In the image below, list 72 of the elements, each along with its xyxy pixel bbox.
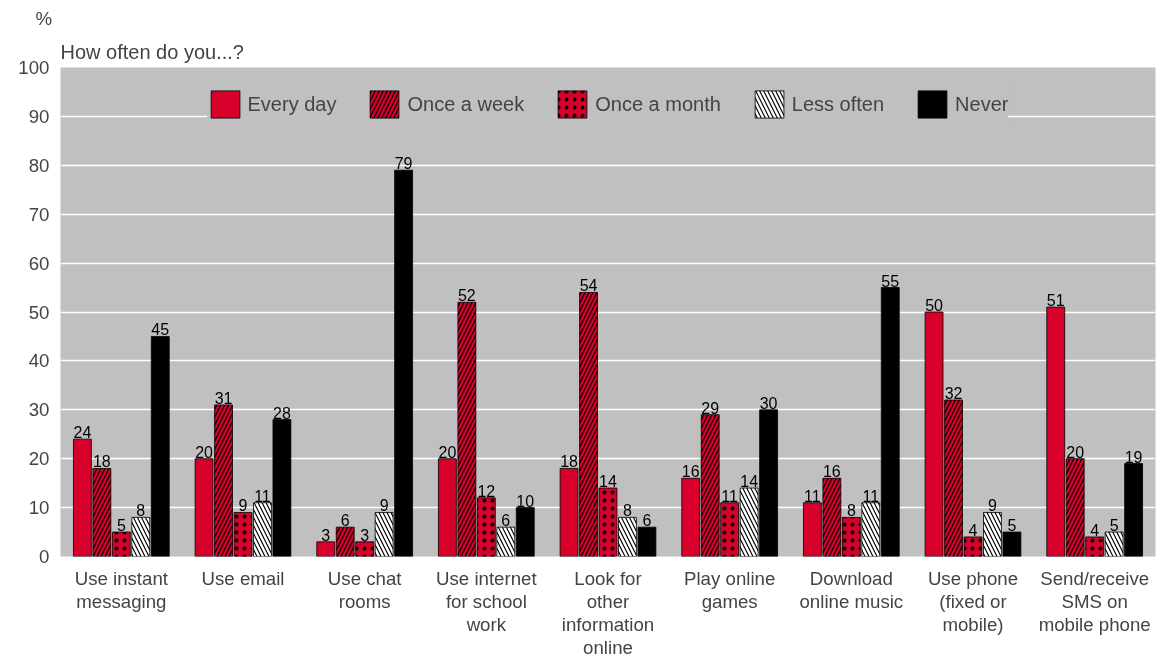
y-tick-label: 100 <box>18 57 50 78</box>
y-tick-label: 40 <box>28 350 50 372</box>
data-label: 5 <box>116 517 126 535</box>
data-label: 18 <box>92 453 111 471</box>
data-label: 31 <box>214 389 233 407</box>
data-label: 5 <box>1007 517 1017 535</box>
data-label: 24 <box>73 424 92 442</box>
y-tick-label: 60 <box>28 252 50 274</box>
data-label: 11 <box>804 487 821 505</box>
y-tick-label: 0 <box>39 546 50 567</box>
data-label: 19 <box>1124 448 1143 466</box>
legend-label: Once a month <box>595 92 721 116</box>
legend-label: Never <box>955 92 1009 116</box>
data-label: 14 <box>740 473 759 491</box>
y-axis-title: % <box>35 7 53 29</box>
x-tick-label: Use internet for school work <box>436 567 538 635</box>
data-label: 6 <box>501 512 511 530</box>
data-label: 4 <box>968 521 978 539</box>
data-label: 20 <box>195 443 214 461</box>
y-tick-label: 70 <box>28 203 50 225</box>
y-tick-label: 20 <box>28 448 50 470</box>
data-label: 51 <box>1046 292 1065 310</box>
data-label: 45 <box>151 321 170 339</box>
y-tick-label: 30 <box>28 399 50 421</box>
data-label: 28 <box>273 404 291 422</box>
x-tick-label: Use email <box>201 567 285 589</box>
legend-label: Less often <box>791 92 885 116</box>
data-label: 9 <box>379 497 389 515</box>
data-label: 30 <box>759 394 778 412</box>
data-label: 11 <box>254 487 271 505</box>
data-label: 9 <box>238 497 248 515</box>
data-label: 29 <box>701 399 720 417</box>
y-tick-label: 80 <box>28 154 50 176</box>
data-label: 4 <box>1090 521 1100 539</box>
data-label: 3 <box>321 526 331 544</box>
data-label: 12 <box>477 482 496 500</box>
x-tick-label: Download online music <box>799 567 904 612</box>
data-label: 11 <box>862 487 880 505</box>
data-label: 52 <box>457 287 476 305</box>
x-tick-label: Send/receive SMS on mobile phone <box>1038 567 1151 635</box>
y-tick-label: 90 <box>28 105 50 127</box>
y-tick-label: 10 <box>28 497 50 519</box>
chart-title: How often do you...? <box>60 40 244 63</box>
x-tick-label: Look for other information online <box>561 567 655 658</box>
x-tick-label: Use phone (fixed or mobile) <box>927 567 1019 635</box>
data-label: 20 <box>438 443 457 461</box>
x-tick-label: Use instant messaging <box>74 567 169 612</box>
data-label: 8 <box>846 502 856 520</box>
data-label: 50 <box>925 297 944 314</box>
data-label: 8 <box>136 502 146 520</box>
legend-label: Once a week <box>407 92 525 116</box>
legend-label: Every day <box>247 92 337 116</box>
data-label: 18 <box>560 453 579 471</box>
data-label: 54 <box>579 277 598 295</box>
data-label: 55 <box>881 272 900 290</box>
data-label: 20 <box>1066 443 1085 461</box>
data-label: 11 <box>721 487 739 505</box>
data-label: 32 <box>944 385 963 403</box>
data-label: 10 <box>516 492 535 510</box>
data-label: 16 <box>681 463 700 481</box>
data-label: 79 <box>394 155 413 173</box>
x-tick-label: Use chat rooms <box>327 567 403 612</box>
y-tick-label: 50 <box>28 301 50 323</box>
data-label: 8 <box>623 502 633 520</box>
data-label: 6 <box>340 512 350 530</box>
data-label: 5 <box>1109 517 1119 535</box>
data-label: 6 <box>642 512 652 530</box>
data-label: 14 <box>599 473 617 491</box>
data-label: 16 <box>822 463 841 481</box>
data-label: 3 <box>360 526 370 544</box>
data-label: 9 <box>988 497 998 515</box>
x-tick-label: Play online games <box>684 567 776 612</box>
